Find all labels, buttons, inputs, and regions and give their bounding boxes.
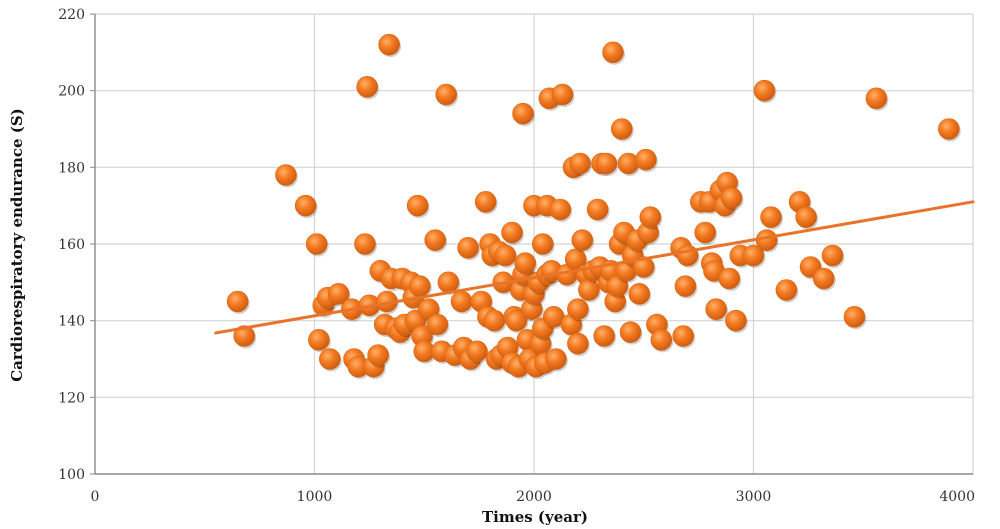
data-point: [545, 348, 567, 370]
x-tick-label: 0: [91, 489, 100, 505]
data-point: [327, 283, 350, 305]
data-point: [356, 76, 378, 98]
data-point: [549, 198, 572, 221]
data-point: [742, 244, 765, 267]
y-tick-label: 120: [58, 390, 85, 406]
data-point: [505, 309, 528, 332]
data-point: [672, 325, 695, 347]
y-axis-title: Cardiorespiratory endurance (S): [8, 108, 26, 382]
data-point: [226, 290, 249, 313]
data-point: [795, 206, 817, 228]
data-point: [378, 33, 400, 56]
data-point: [531, 233, 554, 255]
data-point: [593, 325, 616, 347]
trendline-group: [214, 200, 975, 335]
x-axis-title: Times (year): [482, 508, 588, 526]
x-tick-label: 3000: [736, 489, 772, 505]
data-point: [567, 298, 589, 320]
data-point: [718, 267, 741, 290]
data-point: [595, 152, 618, 175]
data-point: [720, 187, 743, 209]
data-point: [319, 348, 341, 370]
tick-labels: 100 120 140 160 180 200 220 0 1000 2000 3000 4000: [58, 7, 975, 505]
data-point: [435, 83, 458, 106]
data-point: [437, 271, 460, 294]
data-point: [674, 275, 697, 297]
data-point: [305, 233, 328, 255]
data-point: [233, 325, 256, 347]
y-tick-label: 160: [58, 237, 85, 253]
data-point: [586, 198, 609, 221]
trendline: [214, 200, 975, 335]
data-point: [812, 267, 835, 290]
data-point: [705, 298, 727, 320]
data-point: [512, 102, 534, 125]
data-point: [457, 237, 479, 259]
axes: [90, 13, 973, 475]
y-tick-label: 140: [58, 314, 85, 330]
data-point: [635, 148, 657, 171]
data-point: [865, 87, 888, 110]
data-point: [450, 290, 473, 313]
y-tick-label: 200: [58, 84, 85, 100]
data-point: [466, 340, 488, 363]
y-tick-label: 100: [58, 467, 85, 483]
data-point: [632, 256, 655, 278]
data-point: [821, 244, 844, 267]
data-point: [569, 152, 591, 175]
data-point: [501, 221, 523, 244]
data-point: [551, 83, 574, 106]
data-point: [494, 244, 517, 267]
data-point: [354, 233, 376, 255]
data-point: [424, 229, 447, 251]
data-point: [628, 283, 651, 305]
data-point: [760, 206, 782, 228]
data-point: [294, 194, 317, 217]
data-point: [483, 309, 506, 332]
data-point: [619, 321, 642, 343]
data-point: [571, 229, 594, 251]
data-point: [938, 118, 960, 140]
x-tick-label: 1000: [297, 489, 333, 505]
data-point: [725, 309, 747, 332]
data-point: [694, 221, 717, 244]
x-tick-label: 4000: [939, 489, 975, 505]
data-point: [514, 252, 537, 274]
data-point: [367, 344, 389, 366]
data-point: [775, 279, 798, 301]
x-tick-label: 2000: [516, 489, 552, 505]
data-point: [409, 275, 431, 297]
data-point: [275, 164, 297, 186]
data-point: [650, 329, 673, 351]
data-point: [639, 206, 662, 228]
data-points: [226, 33, 961, 380]
data-point: [843, 306, 866, 328]
data-point: [406, 194, 429, 217]
data-point: [474, 191, 497, 213]
data-point: [602, 41, 624, 64]
data-point: [753, 79, 776, 102]
y-tick-label: 220: [58, 7, 85, 23]
data-point: [567, 332, 589, 355]
data-point: [610, 118, 633, 140]
data-point: [308, 329, 330, 351]
data-point: [676, 244, 699, 267]
data-point: [426, 313, 449, 336]
y-tick-label: 180: [58, 160, 85, 176]
